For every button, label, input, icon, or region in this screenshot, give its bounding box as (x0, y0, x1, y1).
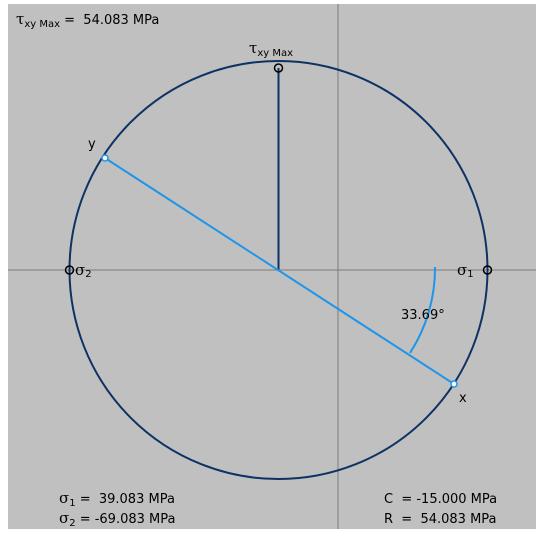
tau-max-readout: τxy Max = 54.083 MPa (16, 10, 159, 30)
angle-arc (409, 266, 437, 354)
x-label: x (459, 391, 467, 406)
sigma2-label-subscript: 2 (85, 269, 91, 280)
tau-max-readout-subscript: xy Max (24, 19, 60, 30)
y-label: y (88, 137, 96, 152)
sigma1-readout-value: = 39.083 MPa (76, 492, 175, 507)
sigma2-readout-symbol: σ (59, 509, 69, 527)
mohr-circle (68, 60, 489, 480)
sigma2-readout: σ2 = -69.083 MPa (30, 509, 196, 529)
y-point[interactable] (101, 154, 109, 162)
center-readout: C = -15.000 MPa (384, 492, 497, 507)
sigma2-label: σ2 (75, 261, 92, 280)
tau-max-readout-value: = 54.083 MPa (60, 13, 159, 28)
tau-max-label-subscript: xy Max (257, 48, 293, 59)
tau-symbol: τ (16, 10, 24, 28)
sigma2-readout-subscript: 2 (69, 518, 75, 529)
tau-max-label: τxy Max (249, 39, 293, 59)
sigma1-readout-subscript: 1 (69, 498, 75, 509)
tau-max-label-symbol: τ (249, 39, 257, 57)
sigma1-readout: σ1 = 39.083 MPa (30, 489, 196, 509)
sigma1-label-symbol: σ (457, 261, 467, 279)
mohr-circle-canvas: τxy Max = 54.083 MPa τxy Max y x σ2 σ1 3… (8, 4, 536, 529)
sigma2-readout-value: = -69.083 MPa (76, 512, 176, 527)
sigma1-label-subscript: 1 (467, 269, 473, 280)
xy-diameter-line (104, 157, 455, 385)
x-point[interactable] (450, 380, 458, 388)
sigma1-point[interactable] (482, 265, 493, 275)
sigma2-label-symbol: σ (75, 261, 85, 279)
angle-label: 33.69° (401, 308, 445, 323)
sigma1-readout-symbol: σ (59, 489, 69, 507)
mohr-circle-diagram: τxy Max = 54.083 MPa τxy Max y x σ2 σ1 3… (8, 4, 536, 529)
radius-readout: R = 54.083 MPa (384, 512, 497, 527)
sigma1-label: σ1 (457, 261, 474, 280)
tau-max-point[interactable] (273, 63, 284, 73)
sigma2-point[interactable] (64, 265, 75, 275)
